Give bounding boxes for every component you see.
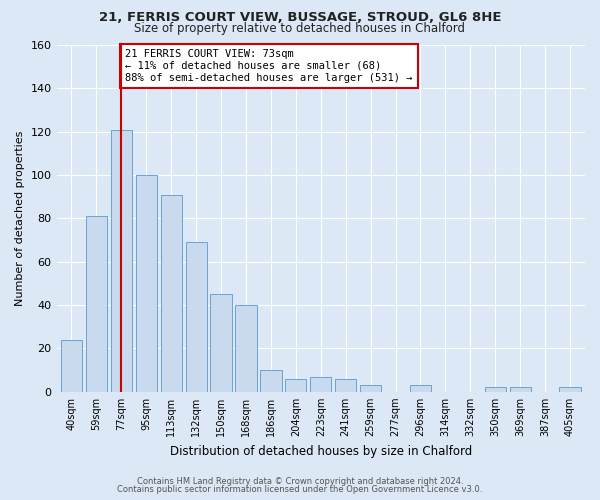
Bar [235,305,257,392]
Bar [260,370,281,392]
Text: Contains HM Land Registry data © Crown copyright and database right 2024.: Contains HM Land Registry data © Crown c… [137,478,463,486]
Bar [285,379,307,392]
Y-axis label: Number of detached properties: Number of detached properties [15,130,25,306]
Text: 21, FERRIS COURT VIEW, BUSSAGE, STROUD, GL6 8HE: 21, FERRIS COURT VIEW, BUSSAGE, STROUD, … [99,11,501,24]
Bar [185,242,207,392]
Bar [61,340,82,392]
Bar [360,386,381,392]
Bar [136,175,157,392]
Text: 21 FERRIS COURT VIEW: 73sqm
← 11% of detached houses are smaller (68)
88% of sem: 21 FERRIS COURT VIEW: 73sqm ← 11% of det… [125,50,413,82]
Bar [211,294,232,392]
Bar [410,386,431,392]
X-axis label: Distribution of detached houses by size in Chalford: Distribution of detached houses by size … [170,444,472,458]
Bar [335,379,356,392]
Bar [485,388,506,392]
Bar [111,130,132,392]
Bar [86,216,107,392]
Text: Contains public sector information licensed under the Open Government Licence v3: Contains public sector information licen… [118,485,482,494]
Text: Size of property relative to detached houses in Chalford: Size of property relative to detached ho… [134,22,466,35]
Bar [509,388,531,392]
Bar [310,376,331,392]
Bar [559,388,581,392]
Bar [161,194,182,392]
